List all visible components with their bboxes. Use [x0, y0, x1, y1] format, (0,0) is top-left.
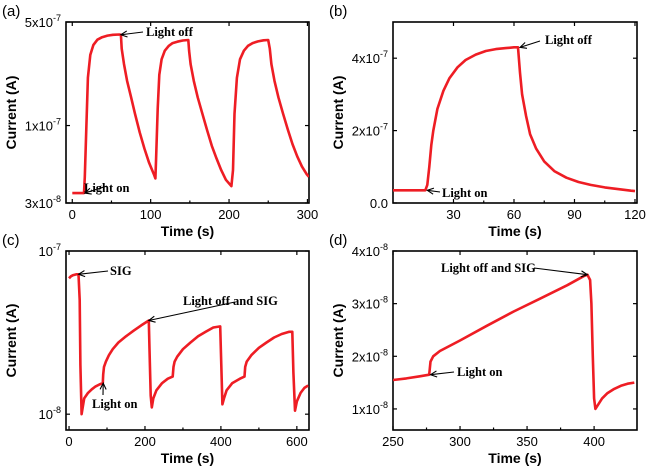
annotation-arrow [519, 40, 541, 48]
x-axis-label: Time (s) [161, 450, 214, 466]
y-tick-label: 1x10-7 [25, 117, 61, 134]
x-tick-label: 90 [567, 207, 581, 222]
x-tick-label: 0 [69, 207, 76, 222]
arrowhead-icon [429, 370, 438, 378]
y-tick-label: 3x10-8 [25, 194, 61, 211]
annotation-label: Light on [442, 186, 488, 200]
annotation-label: Light off [545, 33, 593, 47]
annotation-arrow [430, 371, 455, 376]
x-tick-label: 350 [516, 434, 538, 449]
annotation-label: Light off and SIG [441, 261, 536, 275]
annotation-label: SIG [110, 264, 132, 278]
annotation-label: Light on [457, 365, 503, 379]
y-axis-label: Current (A) [3, 304, 19, 378]
chart-panel-a: 0 100 200 300 3x10-8 1x10-7 5x10-7 Time (s) Curr… [2, 3, 318, 239]
arrowhead-icon [518, 42, 528, 49]
y-axis-label: Current (A) [330, 304, 346, 378]
y-tick-label: 2x10-7 [352, 122, 388, 139]
x-tick-label: 200 [218, 207, 240, 222]
arrowhead-icon [77, 270, 86, 278]
x-tick-label: 30 [446, 207, 460, 222]
x-tick-label: 300 [449, 434, 471, 449]
arrowhead-icon [83, 187, 92, 195]
annotation-arrow [533, 267, 588, 276]
annotation-arrow [78, 270, 109, 275]
y-tick-label: 10-8 [39, 405, 61, 422]
x-tick-label: 120 [624, 207, 646, 222]
annotation-arrow [427, 189, 441, 193]
panel-label: (d) [329, 232, 347, 249]
x-axis-label: Time (s) [161, 223, 214, 239]
x-tick-label: 100 [140, 207, 162, 222]
y-tick-label: 0.0 [370, 196, 388, 211]
x-tick-label: 200 [134, 434, 156, 449]
chart-panel-b: 30 60 90 120 0.0 2x10-7 4x10-7 Time (s) Current … [329, 3, 646, 239]
x-tick-label: 400 [583, 434, 605, 449]
annotation-arrow [84, 185, 108, 194]
x-tick-label: 600 [286, 434, 308, 449]
panel-label: (b) [329, 3, 347, 20]
y-tick-label: 4x10-8 [352, 242, 388, 259]
annotation-label: Light off and SIG [183, 294, 278, 308]
y-tick-label: 2x10-8 [352, 347, 388, 364]
plot-frame [392, 250, 638, 431]
annotation-label: Light on [84, 181, 130, 195]
y-axis-label: Current (A) [330, 76, 346, 150]
x-tick-label: 0 [65, 434, 72, 449]
plot-frame [392, 21, 638, 204]
arrowhead-icon [99, 381, 107, 390]
x-axis-label: Time (s) [488, 223, 541, 239]
chart-panel-c: 0 200 400 600 10-8 10-7 Time (s) Current (A) (c)… [2, 232, 310, 466]
y-tick-label: 10-7 [39, 242, 61, 259]
current-series-line [72, 33, 309, 195]
x-tick-label: 250 [382, 434, 404, 449]
panel-label: (c) [2, 232, 20, 249]
current-series-line [393, 273, 635, 411]
annotation-label: Light off [146, 25, 194, 39]
y-axis-label: Current (A) [3, 76, 19, 150]
arrowhead-icon [119, 30, 128, 38]
panel-label: (a) [2, 3, 20, 20]
y-tick-label: 4x10-7 [352, 49, 388, 66]
x-tick-label: 60 [507, 207, 521, 222]
annotation-label: Light on [92, 397, 138, 411]
annotation-arrow [148, 301, 236, 322]
y-tick-label: 5x10-7 [25, 13, 61, 30]
current-series-line [393, 46, 636, 193]
x-axis-label: Time (s) [488, 450, 541, 466]
y-tick-label: 3x10-8 [352, 295, 388, 312]
plot-frame [65, 21, 310, 204]
y-tick-label: 1x10-8 [352, 400, 388, 417]
plot-frame [65, 250, 310, 431]
arrowhead-icon [426, 187, 435, 195]
x-tick-label: 400 [210, 434, 232, 449]
annotation-arrow [120, 31, 144, 36]
chart-panel-d: 250 300 350 400 1x10-8 2x10-8 3x10-8 4x10-8 Time… [329, 232, 638, 466]
arrowhead-icon [580, 270, 589, 278]
arrowhead-icon [147, 315, 156, 323]
x-tick-label: 300 [297, 207, 319, 222]
current-series-line [68, 273, 309, 416]
